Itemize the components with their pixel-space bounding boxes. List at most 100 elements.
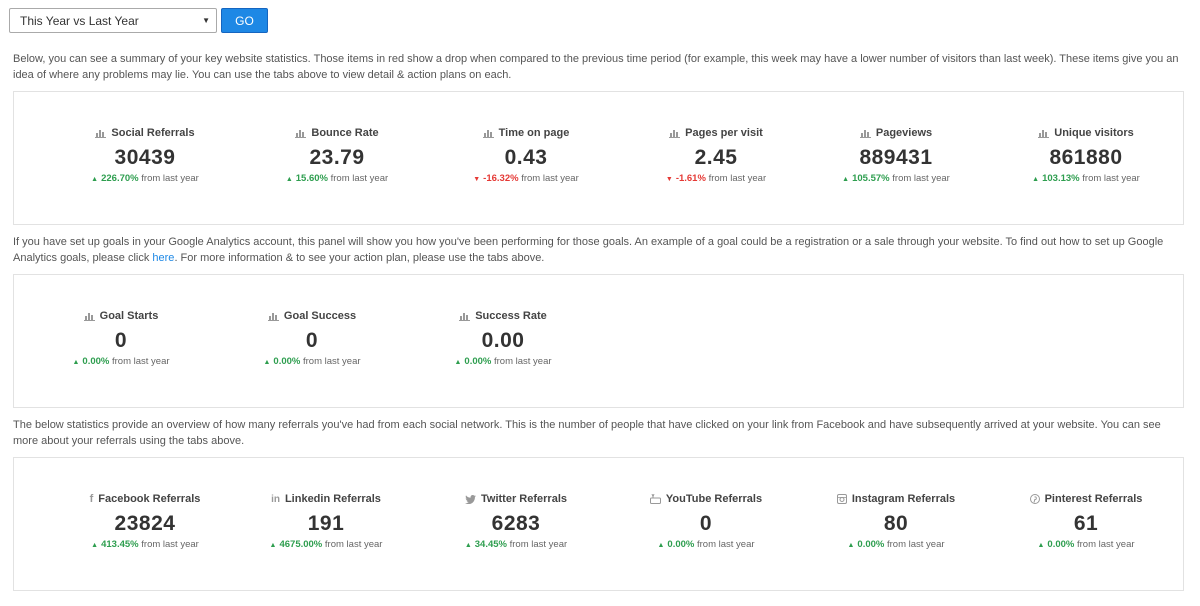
arrow-up-icon: ▲ xyxy=(657,542,665,549)
summary-description: Below, you can see a summary of your key… xyxy=(13,53,1179,81)
bar-chart-icon xyxy=(267,312,279,321)
bar-chart-icon xyxy=(482,129,494,138)
stat-change: ▲ 34.45% from last year xyxy=(464,539,568,550)
stat-goal-success: Goal Success 0 ▲ 0.00% from last year xyxy=(217,309,407,367)
stat-goal-starts: Goal Starts 0 ▲ 0.00% from last year xyxy=(26,309,216,367)
stat-success-rate: Success Rate 0.00 ▲ 0.00% from last year xyxy=(408,309,598,367)
arrow-down-icon: ▼ xyxy=(665,176,673,183)
stat-value: 30439 xyxy=(114,146,176,169)
stat-pages-per-visit: Pages per visit 2.45 ▼ -1.61% from last y… xyxy=(621,126,811,184)
stat-pinterest-referrals: Pinterest Referrals 61 ▲ 0.00% from last … xyxy=(991,492,1181,550)
stat-value: 0 xyxy=(699,512,713,535)
stat-change: ▲ 0.00% from last year xyxy=(657,539,755,550)
arrow-up-icon: ▲ xyxy=(1037,542,1045,549)
bar-chart-icon xyxy=(459,312,471,321)
stat-value: 889431 xyxy=(859,146,933,169)
stat-label: Twitter Referrals xyxy=(481,493,567,505)
bar-chart-icon xyxy=(859,129,871,138)
linkedin-icon: in xyxy=(271,493,280,505)
stat-label: YouTube Referrals xyxy=(665,493,763,505)
key-stats-panel: Social Referrals 30439 ▲ 226.70% from las… xyxy=(13,91,1184,225)
stat-value: 0 xyxy=(305,329,319,352)
stat-social-referrals: Social Referrals 30439 ▲ 226.70% from las… xyxy=(50,126,240,184)
stat-change: ▼ -1.61% from last year xyxy=(665,173,767,184)
stat-value: 0.43 xyxy=(504,146,548,169)
social-description: The below statistics provide an overview… xyxy=(13,419,1161,447)
arrow-up-icon: ▲ xyxy=(1032,176,1040,183)
stat-label: Pages per visit xyxy=(685,127,763,139)
bar-chart-icon xyxy=(95,129,107,138)
stat-change: ▲ 0.00% from last year xyxy=(72,356,170,367)
instagram-icon xyxy=(836,494,847,504)
stat-label: Pageviews xyxy=(875,127,933,139)
go-button[interactable]: GO xyxy=(221,8,268,33)
period-select[interactable]: This Year vs Last Year ▼ xyxy=(9,8,217,33)
stat-linkedin-referrals: in Linkedin Referrals 191 ▲ 4675.00% from … xyxy=(231,492,421,550)
arrow-up-icon: ▲ xyxy=(464,542,472,549)
stat-label: Success Rate xyxy=(475,310,547,322)
stat-label: Social Referrals xyxy=(111,127,195,139)
stat-change: ▲ 0.00% from last year xyxy=(1037,539,1135,550)
stat-value: 0 xyxy=(114,329,128,352)
stat-value: 191 xyxy=(307,512,345,535)
stat-label: Instagram Referrals xyxy=(851,493,956,505)
stat-time-on-page: Time on page 0.43 ▼ -16.32% from last yea… xyxy=(431,126,621,184)
bar-chart-icon xyxy=(295,129,307,138)
stat-change: ▲ 226.70% from last year xyxy=(91,173,199,184)
goals-help-link[interactable]: here xyxy=(152,252,175,264)
chevron-down-icon: ▼ xyxy=(202,16,210,25)
youtube-icon xyxy=(649,494,661,504)
period-toolbar: This Year vs Last Year ▼ GO xyxy=(9,8,268,33)
arrow-up-icon: ▲ xyxy=(847,542,855,549)
stat-change: ▲ 105.57% from last year xyxy=(842,173,950,184)
arrow-up-icon: ▲ xyxy=(91,176,99,183)
goals-description: If you have set up goals in your Google … xyxy=(13,236,1164,264)
stat-value: 861880 xyxy=(1049,146,1123,169)
stat-value: 0.00 xyxy=(481,329,525,352)
stat-youtube-referrals: YouTube Referrals 0 ▲ 0.00% from last yea… xyxy=(611,492,801,550)
bar-chart-icon xyxy=(1038,129,1050,138)
stat-change: ▲ 103.13% from last year xyxy=(1032,173,1140,184)
stat-instagram-referrals: Instagram Referrals 80 ▲ 0.00% from last … xyxy=(801,492,991,550)
stat-change: ▲ 0.00% from last year xyxy=(454,356,552,367)
arrow-up-icon: ▲ xyxy=(285,176,293,183)
facebook-icon: f xyxy=(89,493,94,505)
stat-unique-visitors: Unique visitors 861880 ▲ 103.13% from las… xyxy=(991,126,1181,184)
arrow-up-icon: ▲ xyxy=(72,359,80,366)
stat-value: 61 xyxy=(1073,512,1099,535)
bar-chart-icon xyxy=(83,312,95,321)
stat-label: Linkedin Referrals xyxy=(284,493,381,505)
stat-label: Unique visitors xyxy=(1054,127,1134,139)
stat-pageviews: Pageviews 889431 ▲ 105.57% from last year xyxy=(801,126,991,184)
goals-panel: Goal Starts 0 ▲ 0.00% from last year Goal… xyxy=(13,274,1184,408)
stat-value: 23824 xyxy=(114,512,176,535)
social-referrals-panel: f Facebook Referrals 23824 ▲ 413.45% from … xyxy=(13,457,1184,591)
arrow-up-icon: ▲ xyxy=(842,176,850,183)
stat-change: ▼ -16.32% from last year xyxy=(473,173,579,184)
arrow-up-icon: ▲ xyxy=(91,542,99,549)
stat-value: 6283 xyxy=(491,512,541,535)
stat-change: ▲ 15.60% from last year xyxy=(285,173,389,184)
arrow-down-icon: ▼ xyxy=(473,176,481,183)
stat-label: Time on page xyxy=(498,127,570,139)
stat-value: 2.45 xyxy=(694,146,738,169)
arrow-up-icon: ▲ xyxy=(454,359,462,366)
stat-change: ▲ 0.00% from last year xyxy=(263,356,361,367)
bar-chart-icon xyxy=(669,129,681,138)
stat-label: Goal Success xyxy=(283,310,357,322)
stat-change: ▲ 0.00% from last year xyxy=(847,539,945,550)
stat-change: ▲ 4675.00% from last year xyxy=(269,539,383,550)
stat-value: 23.79 xyxy=(309,146,365,169)
stat-change: ▲ 413.45% from last year xyxy=(91,539,199,550)
stat-label: Pinterest Referrals xyxy=(1044,493,1143,505)
arrow-up-icon: ▲ xyxy=(269,542,277,549)
stat-facebook-referrals: f Facebook Referrals 23824 ▲ 413.45% from … xyxy=(50,492,240,550)
stat-label: Facebook Referrals xyxy=(98,493,201,505)
stat-label: Bounce Rate xyxy=(311,127,379,139)
stat-bounce-rate: Bounce Rate 23.79 ▲ 15.60% from last year xyxy=(242,126,432,184)
stat-twitter-referrals: Twitter Referrals 6283 ▲ 34.45% from last… xyxy=(421,492,611,550)
pinterest-icon xyxy=(1029,494,1040,504)
stat-value: 80 xyxy=(883,512,909,535)
stat-label: Goal Starts xyxy=(99,310,159,322)
period-select-value: This Year vs Last Year xyxy=(20,13,139,28)
